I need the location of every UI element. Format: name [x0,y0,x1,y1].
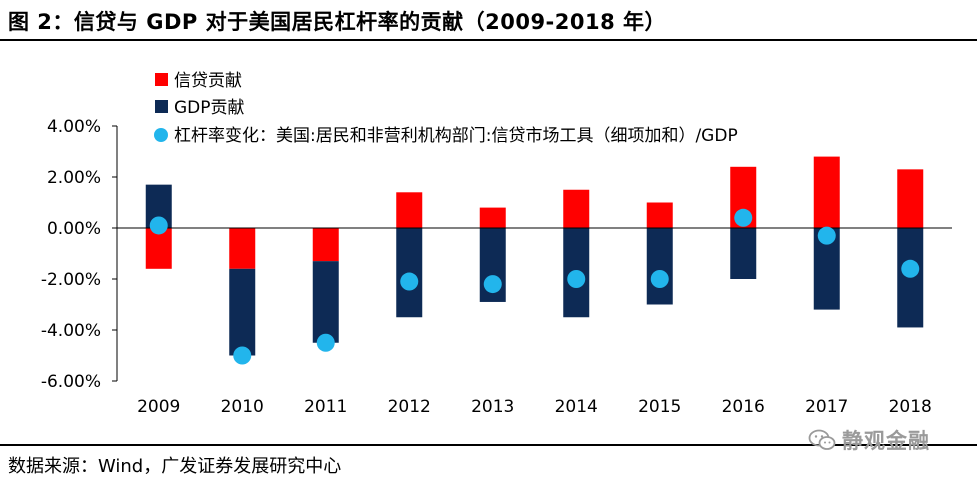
legend-label: 杠杆率变化：美国:居民和非营利机构部门:信贷市场工具（细项加和）/GDP [174,126,738,146]
title-rule [0,39,977,41]
leverage-change-dot [567,270,586,288]
leverage-change-dot [233,346,252,365]
x-tick-label: 2011 [304,397,347,417]
credit-bar [229,228,256,269]
leverage-change-dot [650,270,669,288]
gdp-bar [312,261,339,343]
y-tick-label: 2.00% [47,168,101,188]
legend-credit-swatch [155,73,168,86]
leverage-change-dot [734,208,753,227]
x-tick-label: 2012 [388,397,431,417]
credit-bar [813,156,840,228]
wechat-icon [808,429,836,450]
credit-bar [479,207,506,228]
legend-gdp-swatch [155,100,168,113]
y-tick-label: -6.00% [41,372,101,392]
x-tick-label: 2016 [722,397,765,417]
x-tick-label: 2018 [889,397,932,417]
gdp-bar [730,228,757,279]
x-tick-label: 2010 [221,397,264,417]
figure-title: 图 2：信贷与 GDP 对于美国居民杠杆率的贡献（2009-2018 年） [8,10,667,34]
leverage-change-dot [149,216,168,235]
leverage-change-dot [817,226,836,245]
credit-bar [312,228,339,262]
x-tick-label: 2015 [638,397,681,417]
leverage-change-dot [483,275,502,294]
credit-bar [646,202,673,228]
leverage-change-dot [316,333,335,352]
leverage-change-dot [400,272,419,291]
credit-bar [145,228,172,269]
x-tick-label: 2013 [471,397,514,417]
credit-bar [897,169,924,228]
credit-bar [396,192,423,228]
x-tick-label: 2009 [137,397,180,417]
y-tick-label: -4.00% [41,321,101,341]
leverage-change-dot [901,259,920,278]
footer-rule [0,444,977,446]
legend-leverage-swatch [154,128,168,142]
legend-label: 信贷贡献 [174,71,242,91]
gdp-bar [646,228,673,305]
credit-bar [563,189,590,228]
y-tick-label: 0.00% [47,219,101,239]
watermark: 静观金融 [808,426,930,454]
watermark-text: 静观金融 [842,429,930,453]
gdp-bar [229,268,256,356]
x-tick-label: 2014 [555,397,598,417]
legend-label: GDP贡献 [174,98,245,118]
y-tick-label: 4.00% [47,117,101,137]
y-tick-label: -2.00% [41,270,101,290]
x-tick-label: 2017 [805,397,848,417]
source-note: 数据来源：Wind，广发证券发展研究中心 [8,456,342,477]
